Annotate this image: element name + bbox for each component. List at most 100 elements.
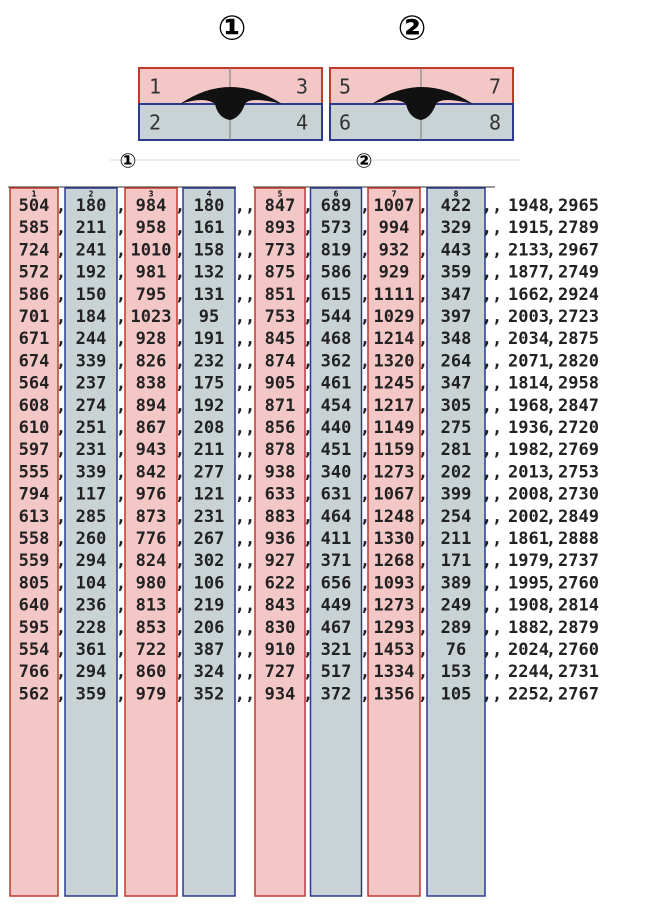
separator: , bbox=[116, 418, 126, 438]
separator: , bbox=[418, 662, 428, 682]
cell: 843 bbox=[265, 596, 296, 616]
cell: 856 bbox=[265, 418, 296, 438]
separator: , bbox=[360, 218, 370, 238]
cell: 722 bbox=[136, 640, 167, 660]
separator: , bbox=[418, 684, 428, 704]
sensor-label: 1 bbox=[149, 75, 161, 99]
cell: 1245 bbox=[374, 374, 415, 394]
separator: , bbox=[175, 240, 185, 260]
separator: , bbox=[175, 440, 185, 460]
cell: 2244 bbox=[508, 662, 549, 682]
separator: , bbox=[116, 618, 126, 638]
cell: 202 bbox=[441, 462, 472, 482]
separator: ,, bbox=[235, 596, 255, 616]
separator: , bbox=[116, 196, 126, 216]
separator: , bbox=[360, 418, 370, 438]
cell: 228 bbox=[76, 618, 107, 638]
cell: 573 bbox=[321, 218, 352, 238]
cell: 640 bbox=[19, 596, 50, 616]
separator: , bbox=[56, 662, 66, 682]
cell: 211 bbox=[76, 218, 107, 238]
cell: 981 bbox=[136, 263, 167, 283]
cell: 795 bbox=[136, 285, 167, 305]
separator: , bbox=[418, 507, 428, 527]
cell: 559 bbox=[19, 551, 50, 571]
cell: 1214 bbox=[374, 329, 415, 349]
separator: , bbox=[360, 329, 370, 349]
cell: 468 bbox=[321, 329, 352, 349]
cell: 184 bbox=[76, 307, 107, 327]
sensor-label: 7 bbox=[489, 75, 501, 99]
cell: 938 bbox=[265, 462, 296, 482]
cell: 1010 bbox=[131, 240, 172, 260]
separator: , bbox=[303, 640, 313, 660]
cell: 387 bbox=[194, 640, 225, 660]
separator: , bbox=[418, 440, 428, 460]
separator: , bbox=[546, 396, 556, 416]
separator: , bbox=[116, 218, 126, 238]
cell: 1877 bbox=[508, 263, 549, 283]
figure: ① ② ① ② 13245768123456785041809841808476… bbox=[0, 0, 649, 907]
cell: 289 bbox=[441, 618, 472, 638]
separator: , bbox=[360, 485, 370, 505]
cell: 847 bbox=[265, 196, 296, 216]
cell: 231 bbox=[194, 507, 225, 527]
cell: 1248 bbox=[374, 507, 415, 527]
separator: , bbox=[56, 462, 66, 482]
separator: , bbox=[116, 596, 126, 616]
cell: 826 bbox=[136, 351, 167, 371]
separator: , bbox=[418, 529, 428, 549]
separator: ,, bbox=[482, 418, 502, 438]
separator: , bbox=[56, 440, 66, 460]
cell: 443 bbox=[441, 240, 472, 260]
separator: , bbox=[303, 351, 313, 371]
cell: 934 bbox=[265, 684, 296, 704]
separator: , bbox=[56, 573, 66, 593]
separator: ,, bbox=[482, 196, 502, 216]
separator: , bbox=[56, 396, 66, 416]
cell: 231 bbox=[76, 440, 107, 460]
separator: , bbox=[418, 551, 428, 571]
cell: 348 bbox=[441, 329, 472, 349]
separator: , bbox=[303, 662, 313, 682]
separator: , bbox=[360, 462, 370, 482]
separator: , bbox=[56, 418, 66, 438]
separator: , bbox=[175, 307, 185, 327]
separator: ,, bbox=[482, 596, 502, 616]
cell: 206 bbox=[194, 618, 225, 638]
separator: , bbox=[56, 507, 66, 527]
cell: 1111 bbox=[374, 285, 415, 305]
cell: 362 bbox=[321, 351, 352, 371]
separator: , bbox=[418, 618, 428, 638]
cell: 874 bbox=[265, 351, 296, 371]
separator: , bbox=[116, 462, 126, 482]
cell: 117 bbox=[76, 485, 107, 505]
separator: , bbox=[418, 485, 428, 505]
cell: 232 bbox=[194, 351, 225, 371]
cell: 878 bbox=[265, 440, 296, 460]
separator: , bbox=[546, 307, 556, 327]
cell: 2730 bbox=[558, 485, 599, 505]
cell: 1982 bbox=[508, 440, 549, 460]
cell: 132 bbox=[194, 263, 225, 283]
cell: 371 bbox=[321, 551, 352, 571]
cell: 192 bbox=[76, 263, 107, 283]
cell: 1995 bbox=[508, 573, 549, 593]
separator: , bbox=[56, 285, 66, 305]
separator: , bbox=[418, 351, 428, 371]
cell: 1936 bbox=[508, 418, 549, 438]
separator: , bbox=[546, 662, 556, 682]
cell: 2760 bbox=[558, 573, 599, 593]
separator: ,, bbox=[482, 218, 502, 238]
separator: , bbox=[175, 596, 185, 616]
separator: , bbox=[360, 263, 370, 283]
cell: 1814 bbox=[508, 374, 549, 394]
separator: , bbox=[116, 440, 126, 460]
cell: 1093 bbox=[374, 573, 415, 593]
cell: 1908 bbox=[508, 596, 549, 616]
cell: 2071 bbox=[508, 351, 549, 371]
separator: , bbox=[303, 263, 313, 283]
cell: 329 bbox=[441, 218, 472, 238]
cell: 766 bbox=[19, 662, 50, 682]
cell: 105 bbox=[441, 684, 472, 704]
